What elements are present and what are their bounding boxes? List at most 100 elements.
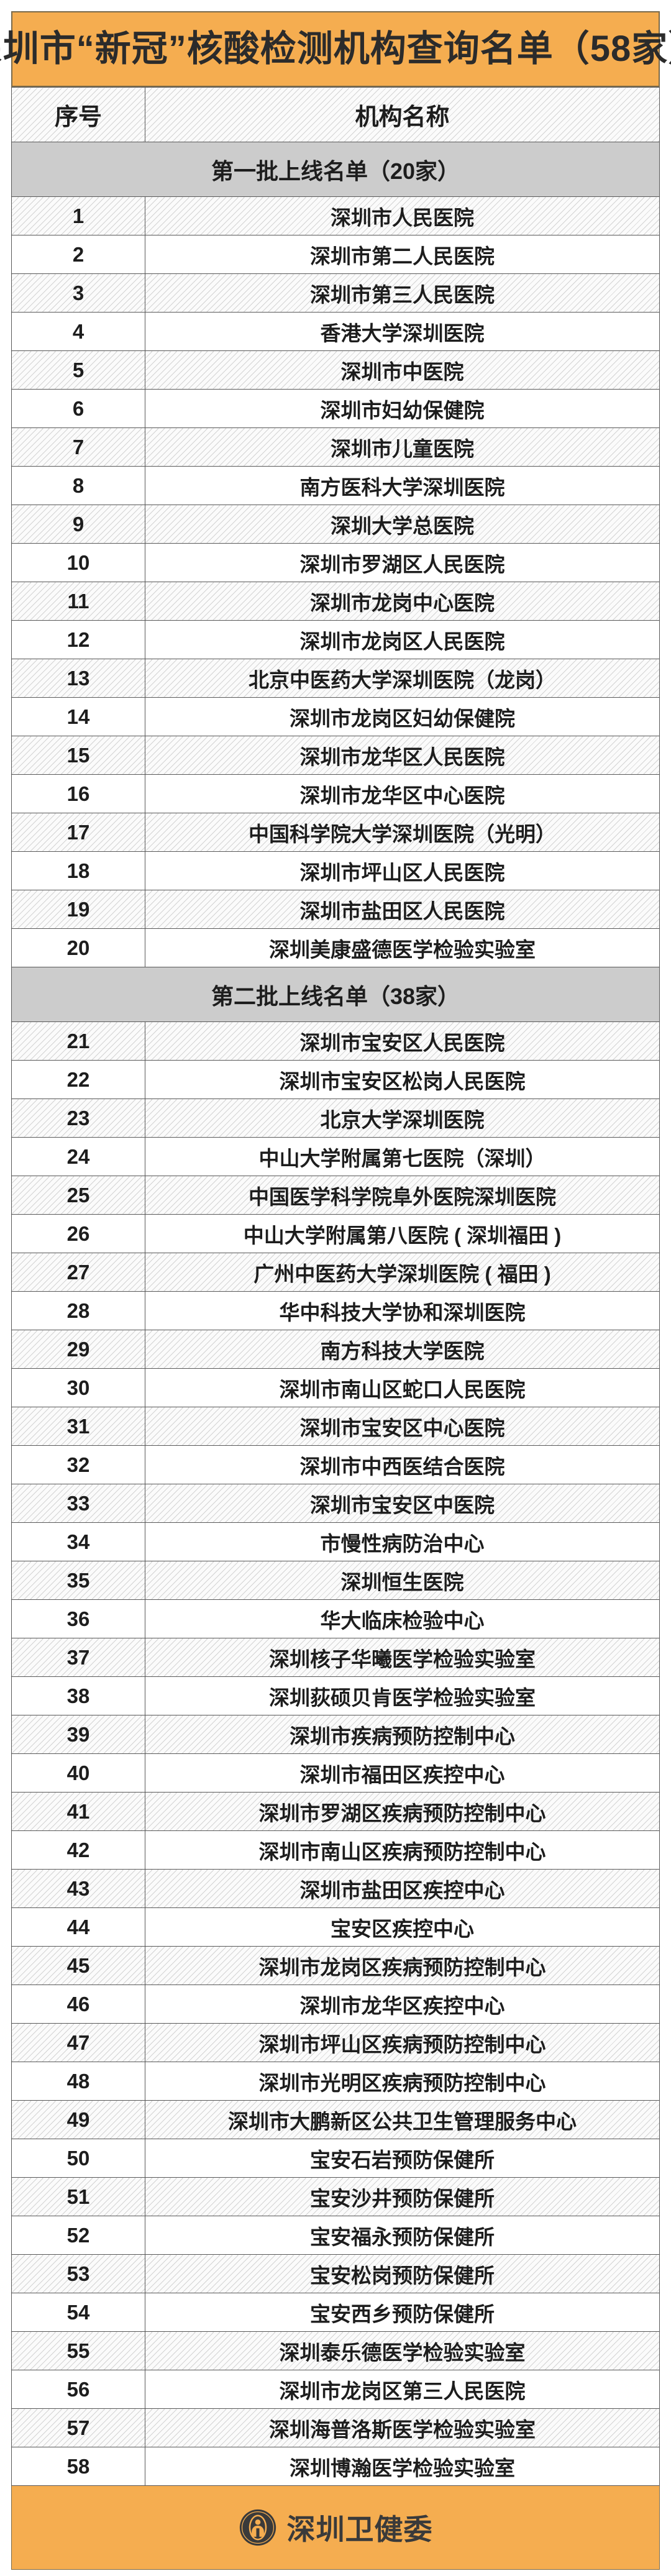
table-row: 48 深圳市光明区疾病预防控制中心 — [11, 2062, 660, 2101]
row-index-cell: 34 — [11, 1522, 145, 1561]
table-row: 1 深圳市人民医院 — [11, 196, 660, 235]
row-institution-cell: 深圳市龙岗区疾病预防控制中心 — [145, 1946, 660, 1985]
row-institution-cell: 深圳市大鹏新区公共卫生管理服务中心 — [145, 2100, 660, 2139]
row-index-cell: 52 — [11, 2216, 145, 2255]
row-index-cell: 9 — [11, 505, 145, 544]
footer-banner: 深圳卫健委 — [11, 2486, 660, 2570]
row-institution-cell: 深圳市龙岗区第三人民医院 — [145, 2370, 660, 2409]
row-institution-cell: 南方医科大学深圳医院 — [145, 466, 660, 505]
row-institution-cell: 深圳核子华曦医学检验实验室 — [145, 1638, 660, 1677]
row-institution-cell: 中山大学附属第七医院（深圳） — [145, 1137, 660, 1176]
row-institution-cell: 深圳市盐田区人民医院 — [145, 890, 660, 929]
row-index-cell: 17 — [11, 813, 145, 852]
table-row: 26 中山大学附属第八医院 ( 深圳福田 ) — [11, 1214, 660, 1253]
row-institution-cell: 深圳市中西医结合医院 — [145, 1445, 660, 1484]
row-index-cell: 42 — [11, 1830, 145, 1870]
table-row: 19 深圳市盐田区人民医院 — [11, 890, 660, 929]
table-row: 46 深圳市龙华区疾控中心 — [11, 1985, 660, 2024]
row-index-cell: 43 — [11, 1869, 145, 1908]
row-index-cell: 20 — [11, 928, 145, 967]
row-index-cell: 11 — [11, 582, 145, 621]
section-header-row: 第二批上线名单（38家） — [11, 967, 660, 1022]
table-row: 54 宝安西乡预防保健所 — [11, 2293, 660, 2332]
row-institution-cell: 香港大学深圳医院 — [145, 312, 660, 351]
row-institution-cell: 宝安沙井预防保健所 — [145, 2177, 660, 2216]
table-row: 22 深圳市宝安区松岗人民医院 — [11, 1060, 660, 1099]
table-row: 5 深圳市中医院 — [11, 350, 660, 390]
row-institution-cell: 北京中医药大学深圳医院（龙岗） — [145, 659, 660, 698]
row-institution-cell: 北京大学深圳医院 — [145, 1098, 660, 1138]
table-row: 9 深圳大学总医院 — [11, 505, 660, 544]
row-index-cell: 12 — [11, 620, 145, 659]
section-header-row: 第一批上线名单（20家） — [11, 142, 660, 197]
table-row: 40 深圳市福田区疾控中心 — [11, 1753, 660, 1793]
table-row: 47 深圳市坪山区疾病预防控制中心 — [11, 2023, 660, 2062]
table-row: 23 北京大学深圳医院 — [11, 1098, 660, 1138]
row-index-cell: 49 — [11, 2100, 145, 2139]
row-institution-cell: 宝安福永预防保健所 — [145, 2216, 660, 2255]
row-index-cell: 56 — [11, 2370, 145, 2409]
row-institution-cell: 深圳荻硕贝肯医学检验实验室 — [145, 1676, 660, 1715]
row-index-cell: 33 — [11, 1484, 145, 1523]
row-index-cell: 1 — [11, 196, 145, 235]
table-header-row: 序号 机构名称 — [11, 87, 660, 142]
row-institution-cell: 深圳市龙华区人民医院 — [145, 736, 660, 775]
row-index-cell: 46 — [11, 1985, 145, 2024]
table-row: 13 北京中医药大学深圳医院（龙岗） — [11, 659, 660, 698]
table-row: 45 深圳市龙岗区疾病预防控制中心 — [11, 1946, 660, 1985]
row-index-cell: 40 — [11, 1753, 145, 1793]
row-institution-cell: 深圳美康盛德医学检验实验室 — [145, 928, 660, 967]
row-index-cell: 30 — [11, 1368, 145, 1407]
row-institution-cell: 深圳大学总医院 — [145, 505, 660, 544]
table-row: 21 深圳市宝安区人民医院 — [11, 1021, 660, 1061]
table-row: 50 宝安石岩预防保健所 — [11, 2139, 660, 2178]
row-index-cell: 4 — [11, 312, 145, 351]
table-row: 24 中山大学附属第七医院（深圳） — [11, 1137, 660, 1176]
row-institution-cell: 深圳市宝安区中医院 — [145, 1484, 660, 1523]
row-index-cell: 19 — [11, 890, 145, 929]
title-banner: 深圳市“新冠”核酸检测机构查询名单（58家） — [0, 11, 671, 87]
row-institution-cell: 深圳恒生医院 — [145, 1561, 660, 1600]
table-row: 30 深圳市南山区蛇口人民医院 — [11, 1368, 660, 1407]
table-row: 49 深圳市大鹏新区公共卫生管理服务中心 — [11, 2100, 660, 2139]
row-institution-cell: 深圳市南山区蛇口人民医院 — [145, 1368, 660, 1407]
row-institution-cell: 深圳市人民医院 — [145, 196, 660, 235]
row-index-cell: 50 — [11, 2139, 145, 2178]
row-index-cell: 51 — [11, 2177, 145, 2216]
row-index-cell: 18 — [11, 851, 145, 890]
table-row: 31 深圳市宝安区中心医院 — [11, 1407, 660, 1446]
table-row: 44 宝安区疾控中心 — [11, 1907, 660, 1947]
row-institution-cell: 宝安区疾控中心 — [145, 1907, 660, 1947]
table-row: 16 深圳市龙华区中心医院 — [11, 774, 660, 813]
row-institution-cell: 华中科技大学协和深圳医院 — [145, 1291, 660, 1330]
table-row: 43 深圳市盐田区疾控中心 — [11, 1869, 660, 1908]
row-institution-cell: 深圳市罗湖区人民医院 — [145, 543, 660, 582]
footer-label: 深圳卫健委 — [286, 2513, 433, 2546]
table-row: 27 广州中医药大学深圳医院 ( 福田 ) — [11, 1253, 660, 1292]
row-institution-cell: 深圳市第二人民医院 — [145, 235, 660, 274]
row-index-cell: 24 — [11, 1137, 145, 1176]
row-index-cell: 2 — [11, 235, 145, 274]
row-index-cell: 44 — [11, 1907, 145, 1947]
table-row: 11 深圳市龙岗中心医院 — [11, 582, 660, 621]
row-institution-cell: 深圳市疾病预防控制中心 — [145, 1715, 660, 1754]
row-institution-cell: 市慢性病防治中心 — [145, 1522, 660, 1561]
row-institution-cell: 深圳市坪山区人民医院 — [145, 851, 660, 890]
row-index-cell: 41 — [11, 1792, 145, 1831]
table-row: 42 深圳市南山区疾病预防控制中心 — [11, 1830, 660, 1870]
row-index-cell: 7 — [11, 427, 145, 467]
row-institution-cell: 深圳博瀚医学检验实验室 — [145, 2447, 660, 2486]
row-index-cell: 48 — [11, 2062, 145, 2101]
table-row: 52 宝安福永预防保健所 — [11, 2216, 660, 2255]
row-institution-cell: 深圳市福田区疾控中心 — [145, 1753, 660, 1793]
row-index-cell: 10 — [11, 543, 145, 582]
row-index-cell: 13 — [11, 659, 145, 698]
row-index-cell: 15 — [11, 736, 145, 775]
row-index-cell: 26 — [11, 1214, 145, 1253]
row-institution-cell: 深圳海普洛斯医学检验实验室 — [145, 2408, 660, 2447]
row-index-cell: 8 — [11, 466, 145, 505]
row-institution-cell: 中国医学科学院阜外医院深圳医院 — [145, 1176, 660, 1215]
row-index-cell: 3 — [11, 273, 145, 313]
table-row: 55 深圳泰乐德医学检验实验室 — [11, 2331, 660, 2370]
